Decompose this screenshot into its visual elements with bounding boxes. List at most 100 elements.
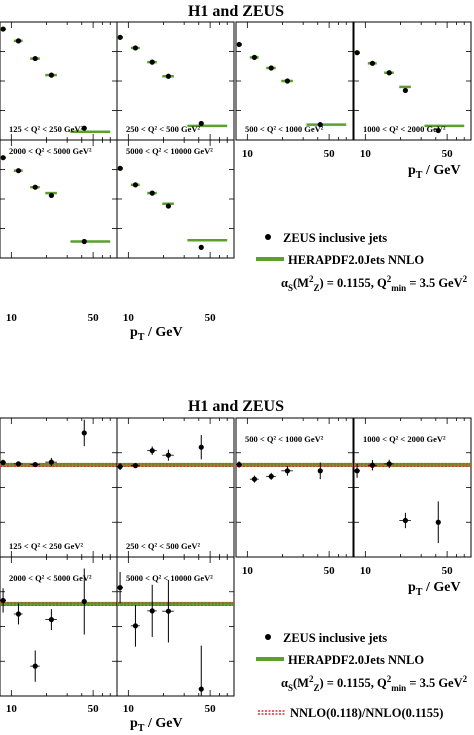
- region-label: 250 < Q² < 500 GeV²: [126, 124, 200, 134]
- x-axis-label: pT / GeV: [408, 163, 461, 181]
- panel-frame: [116, 21, 235, 141]
- bottom-chart: 125 < Q² < 250 GeV² 250 < Q² < 500 GeV² 50…: [0, 417, 472, 734]
- region-label: 500 < Q² < 1000 GeV²: [245, 434, 324, 444]
- data-point: [251, 476, 258, 482]
- legend-ratio-label: NNLO(0.118)/NNLO(0.1155): [290, 706, 443, 720]
- data-point: [236, 461, 242, 468]
- data-point: [165, 203, 172, 209]
- x-tick-label: 10: [360, 565, 372, 577]
- region-label: 1000 < Q² < 2000 GeV²: [363, 124, 446, 134]
- data-point: [32, 461, 38, 468]
- data-point: [0, 597, 6, 604]
- data-point: [435, 127, 441, 134]
- legend-data-marker: [265, 634, 271, 640]
- panel: 2000 < Q² < 5000 GeV²: [0, 556, 118, 697]
- data-point: [236, 41, 242, 48]
- x-tick-label: 50: [88, 312, 100, 324]
- data-point: [198, 120, 204, 127]
- x-tick-label: 10: [6, 703, 18, 715]
- data-point: [386, 70, 392, 76]
- x-tick-label: 50: [88, 703, 100, 715]
- legend-bottom: ZEUS inclusive jets HERAPDF2.0Jets NNLO αS…: [256, 631, 468, 720]
- x-tick-label: 10: [360, 148, 372, 160]
- data-point: [435, 519, 441, 525]
- x-tick-label: 10: [6, 312, 18, 324]
- data-point: [32, 663, 38, 669]
- data-point: [149, 59, 155, 65]
- x-tick-label: 10: [123, 703, 135, 715]
- data-point: [198, 686, 204, 692]
- panel: 500 < Q² < 1000 GeV²: [235, 417, 354, 558]
- data-point: [81, 238, 87, 245]
- panel: 125 < Q² < 250 GeV²: [0, 417, 118, 558]
- panel: 125 < Q² < 250 GeV²: [0, 21, 118, 141]
- panel-frame: [0, 417, 118, 558]
- data-point: [48, 72, 55, 78]
- region-label: 2000 < Q² < 5000 GeV²: [9, 573, 92, 583]
- data-point: [284, 468, 291, 474]
- region-label: 500 < Q² < 1000 GeV²: [245, 124, 324, 134]
- data-point: [354, 50, 360, 56]
- data-point: [165, 73, 172, 79]
- data-point: [386, 461, 392, 467]
- data-point: [132, 45, 139, 51]
- x-tick-label: 50: [205, 312, 217, 324]
- data-point: [81, 125, 87, 131]
- legend-alpha-label: αS(M2Z) = 0.1155, Q2min = 3.5 GeV2: [281, 674, 468, 693]
- region-label: 1000 < Q² < 2000 GeV²: [363, 434, 446, 444]
- data-point: [0, 459, 6, 466]
- data-point: [32, 184, 38, 190]
- legend-data-label: ZEUS inclusive jets: [283, 631, 387, 645]
- legend-theory-label: HERAPDF2.0Jets NNLO: [288, 253, 424, 267]
- data-point: [165, 452, 172, 458]
- data-point: [149, 448, 155, 454]
- region-label: 250 < Q² < 500 GeV²: [126, 541, 200, 551]
- x-tick-label: 10: [242, 565, 254, 577]
- panel-frame: [235, 21, 354, 141]
- data-point: [81, 598, 87, 605]
- data-point: [165, 608, 172, 614]
- panel: 5000 < Q² < 10000 GeV²: [116, 556, 235, 697]
- region-label: 5000 < Q² < 10000 GeV²: [126, 146, 213, 156]
- data-point: [149, 190, 155, 196]
- panel: 250 < Q² < 500 GeV²: [116, 417, 235, 558]
- data-point: [0, 26, 6, 32]
- panel: 1000 < Q² < 2000 GeV²: [353, 21, 472, 141]
- data-point: [0, 155, 6, 161]
- panel: 250 < Q² < 500 GeV²: [116, 21, 235, 141]
- data-point: [198, 444, 204, 450]
- data-point: [284, 78, 291, 84]
- panel-frame: [116, 417, 235, 558]
- data-point: [317, 122, 323, 128]
- panel: 2000 < Q² < 5000 GeV²: [0, 139, 118, 259]
- data-point: [402, 87, 409, 94]
- data-point: [369, 462, 376, 468]
- x-tick-label: 10: [123, 312, 135, 324]
- legend-data-label: ZEUS inclusive jets: [283, 231, 387, 245]
- data-point: [15, 38, 22, 44]
- data-point: [198, 244, 204, 250]
- legend-top: ZEUS inclusive jets HERAPDF2.0Jets NNLO αS…: [256, 231, 468, 293]
- panel-frame: [353, 21, 472, 141]
- x-tick-label: 50: [324, 565, 336, 577]
- data-point: [48, 459, 55, 465]
- legend-data-marker: [265, 234, 271, 240]
- data-point: [81, 430, 87, 436]
- panel: 5000 < Q² < 10000 GeV²: [116, 139, 235, 259]
- data-point: [354, 468, 360, 474]
- region-label: 2000 < Q² < 5000 GeV²: [9, 146, 92, 156]
- data-point: [117, 584, 123, 591]
- x-axis-label: pT / GeV: [408, 580, 461, 598]
- region-label: 125 < Q² < 250 GeV²: [9, 124, 83, 134]
- legend-alpha-label: αS(M2Z) = 0.1155, Q2min = 3.5 GeV2: [281, 274, 468, 293]
- x-axis-label: pT / GeV: [130, 716, 183, 734]
- x-tick-label: 50: [442, 565, 454, 577]
- data-point: [132, 463, 139, 469]
- data-point: [317, 468, 323, 474]
- data-point: [48, 192, 55, 199]
- x-tick-label: 50: [324, 148, 336, 160]
- data-point: [48, 616, 55, 623]
- data-point: [369, 60, 376, 66]
- panel: 1000 < Q² < 2000 GeV²: [353, 417, 472, 558]
